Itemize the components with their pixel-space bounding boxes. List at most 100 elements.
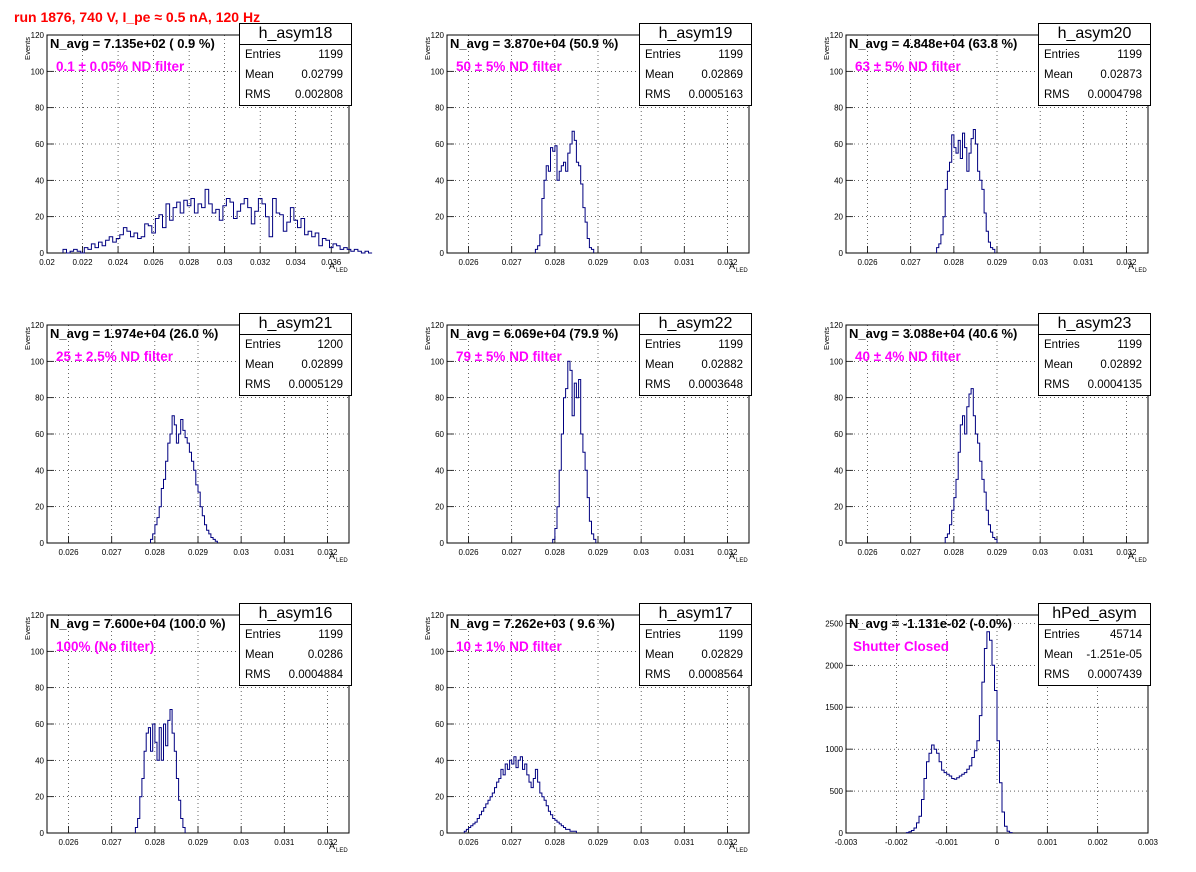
histogram-bin xyxy=(967,171,969,253)
histogram-bin xyxy=(950,162,952,253)
histogram-bin xyxy=(557,507,559,543)
histogram-bin xyxy=(583,452,585,543)
x-axis-label-subscript: LED xyxy=(1135,268,1147,274)
y-tick-label: 80 xyxy=(35,104,44,113)
histogram-bin xyxy=(146,733,148,833)
y-tick-label: 0 xyxy=(440,539,445,548)
x-tick-label: 0.02 xyxy=(39,258,55,267)
histogram-bin xyxy=(972,758,975,833)
histogram-h_asym21: 0.026 0.027 0.028 0.029 0.03 0.031 0.032 0 20 40 6… xyxy=(23,321,350,564)
histogram-bin xyxy=(566,829,568,833)
x-tick-label: 0.028 xyxy=(179,258,200,267)
histogram-bin xyxy=(88,249,92,253)
x-tick-label: 0.027 xyxy=(102,548,123,557)
y-tick-label: 20 xyxy=(35,793,44,802)
y-tick-label: 60 xyxy=(35,430,44,439)
histogram-bin xyxy=(113,242,117,253)
stats-row-rms: RMS 0.0005129 xyxy=(240,375,351,395)
histogram-bin xyxy=(958,140,960,253)
histogram-h_asym22: 0.026 0.027 0.028 0.029 0.03 0.031 0.032 0 20 40 6… xyxy=(423,321,750,564)
histogram-bin xyxy=(84,248,88,253)
y-axis-label: Events xyxy=(822,327,831,350)
stats-key-mean: Mean xyxy=(1044,69,1073,81)
histogram-bin xyxy=(984,492,986,543)
x-axis-label: A xyxy=(1128,551,1134,561)
histogram-bin xyxy=(585,470,587,543)
n-avg-label: N_avg = 4.848e+04 (63.8 %) xyxy=(849,36,1018,51)
y-axis-label: Events xyxy=(822,37,831,60)
histogram-bin xyxy=(305,235,309,253)
histogram-bin xyxy=(563,162,565,253)
histogram-bin xyxy=(106,240,110,253)
x-tick-label: 0.022 xyxy=(73,258,94,267)
histogram-bin xyxy=(209,534,211,543)
histogram-bin xyxy=(969,766,972,833)
stats-value-entries: 1199 xyxy=(318,629,343,641)
histogram-bin xyxy=(153,724,155,833)
stats-row-mean: Mean 0.0286 xyxy=(240,645,351,665)
histogram-bin xyxy=(967,769,970,833)
histogram-bin xyxy=(579,166,581,253)
histogram-bin xyxy=(986,231,988,253)
histogram-bin xyxy=(168,443,170,543)
histogram-bin xyxy=(1002,812,1005,833)
histogram-bin xyxy=(553,151,555,253)
histogram-bin xyxy=(574,831,576,833)
y-tick-label: 1000 xyxy=(825,745,843,754)
stats-box: h_asym20 Entries 1199 Mean 0.02873 RMS 0.00047… xyxy=(1038,23,1151,106)
x-tick-label: 0.029 xyxy=(987,258,1008,267)
histogram-bin xyxy=(290,208,294,253)
histogram-bin xyxy=(319,246,323,253)
y-axis-label: Events xyxy=(23,37,32,60)
x-tick-label: 0 xyxy=(995,838,1000,847)
filter-note: 100% (No filter) xyxy=(56,639,155,654)
y-tick-label: 100 xyxy=(830,357,844,366)
histogram-line xyxy=(534,130,595,253)
histogram-bin xyxy=(563,828,565,833)
histogram-bin xyxy=(501,769,503,833)
histogram-bin xyxy=(91,244,95,253)
histogram-bin xyxy=(516,768,518,833)
histogram-bin xyxy=(520,757,522,833)
histogram-bin xyxy=(484,808,486,833)
x-tick-label: 0.03 xyxy=(633,258,649,267)
histogram-bin xyxy=(258,199,262,254)
histogram-bin xyxy=(568,829,570,833)
y-tick-label: 80 xyxy=(435,684,444,693)
x-tick-label: 0.029 xyxy=(188,548,209,557)
x-tick-label: 0.03 xyxy=(217,258,233,267)
histogram-bin xyxy=(969,153,971,253)
stats-row-mean: Mean 0.02799 xyxy=(240,65,351,85)
stats-value-rms: 0.0004884 xyxy=(288,669,343,681)
x-tick-label: 0.032 xyxy=(1116,258,1137,267)
stats-key-rms: RMS xyxy=(1044,379,1070,391)
histogram-bin xyxy=(993,249,995,253)
y-tick-label: 80 xyxy=(435,394,444,403)
stats-row-mean: Mean 0.02892 xyxy=(1039,355,1150,375)
y-tick-label: 20 xyxy=(435,213,444,222)
histogram-bin xyxy=(283,231,287,253)
x-tick-label: 0.029 xyxy=(588,548,609,557)
n-avg-label: N_avg = 6.069e+04 (79.9 %) xyxy=(450,326,619,341)
histogram-line xyxy=(463,756,577,833)
histogram-bin xyxy=(969,394,971,543)
histogram-bin xyxy=(514,757,516,833)
y-tick-label: 0 xyxy=(440,249,445,258)
histogram-line xyxy=(62,188,373,254)
histogram-bin xyxy=(127,231,131,253)
stats-row-rms: RMS 0.0007439 xyxy=(1039,665,1150,685)
stats-value-entries: 45714 xyxy=(1110,629,1142,641)
y-tick-label: 100 xyxy=(31,647,45,656)
y-tick-label: 40 xyxy=(834,176,843,185)
histogram-bin xyxy=(542,199,544,254)
x-tick-label: 0.031 xyxy=(674,838,695,847)
filter-note: 40 ± 4% ND filter xyxy=(855,349,961,364)
histogram-bin xyxy=(172,416,174,543)
x-tick-label: 0.031 xyxy=(274,838,295,847)
histogram-bin xyxy=(559,824,561,833)
histogram-bin xyxy=(269,237,273,253)
histogram-bin xyxy=(949,776,952,833)
histogram-bin xyxy=(192,461,194,543)
histogram-bin xyxy=(570,831,572,833)
histogram-bin xyxy=(148,226,152,253)
